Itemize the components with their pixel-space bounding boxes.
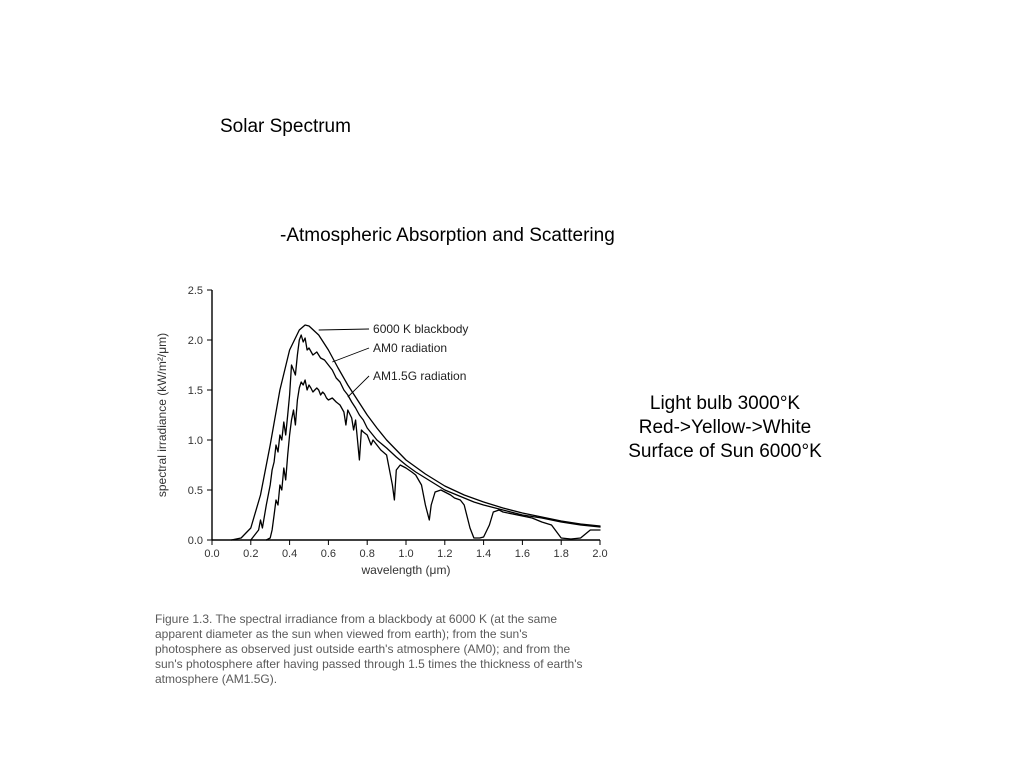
svg-text:0.2: 0.2 [243, 548, 258, 560]
svg-text:AM0 radiation: AM0 radiation [373, 341, 447, 355]
page-subtitle: -Atmospheric Absorption and Scattering [280, 225, 615, 247]
svg-text:0.0: 0.0 [188, 535, 203, 547]
side-note-line3: Surface of Sun 6000°K [610, 440, 840, 464]
svg-text:0.8: 0.8 [360, 548, 375, 560]
svg-text:1.2: 1.2 [437, 548, 452, 560]
side-note-line1: Light bulb 3000°K [610, 392, 840, 416]
side-note: Light bulb 3000°K Red->Yellow->White Sur… [610, 392, 840, 463]
svg-text:1.4: 1.4 [476, 548, 491, 560]
svg-text:AM1.5G radiation: AM1.5G radiation [373, 369, 466, 383]
svg-text:2.5: 2.5 [188, 285, 203, 297]
svg-text:0.4: 0.4 [282, 548, 297, 560]
svg-text:0.0: 0.0 [204, 548, 219, 560]
svg-text:2.0: 2.0 [188, 335, 203, 347]
chart-container: 0.0 0.2 0.4 0.6 0.8 1.0 1.2 1.4 1.6 1.8 2.0 0.0 0.5 1… [150, 280, 610, 630]
page-title: Solar Spectrum [220, 116, 351, 138]
svg-text:1.5: 1.5 [188, 385, 203, 397]
svg-text:1.8: 1.8 [554, 548, 569, 560]
svg-text:1.0: 1.0 [398, 548, 413, 560]
side-note-line2: Red->Yellow->White [610, 416, 840, 440]
spectrum-chart: 0.0 0.2 0.4 0.6 0.8 1.0 1.2 1.4 1.6 1.8 2.0 0.0 0.5 1… [150, 280, 610, 580]
svg-text:0.5: 0.5 [188, 485, 203, 497]
svg-text:1.0: 1.0 [188, 435, 203, 447]
svg-text:1.6: 1.6 [515, 548, 530, 560]
figure-caption: Figure 1.3. The spectral irradiance from… [155, 612, 595, 687]
svg-text:6000 K blackbody: 6000 K blackbody [373, 322, 468, 336]
svg-text:0.6: 0.6 [321, 548, 336, 560]
svg-text:2.0: 2.0 [592, 548, 607, 560]
svg-text:wavelength (μm): wavelength (μm) [361, 563, 451, 577]
svg-text:spectral irradiance (kW/m²/μm): spectral irradiance (kW/m²/μm) [155, 333, 169, 497]
